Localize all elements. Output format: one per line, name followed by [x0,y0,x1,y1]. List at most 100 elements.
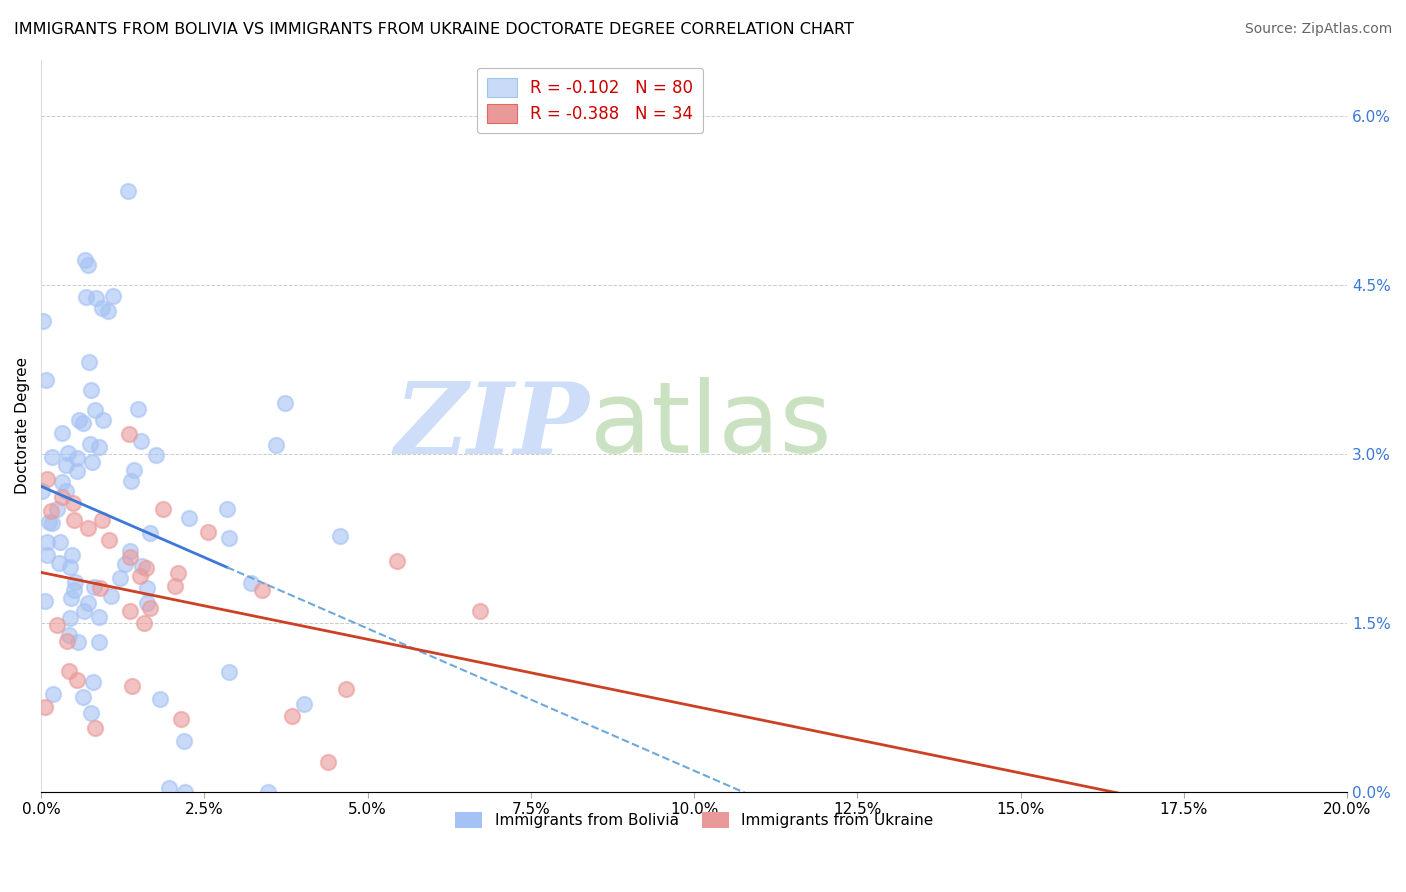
Point [45,502,67,516]
Point [257,785,280,799]
Point [59,591,82,605]
Point [84,403,107,417]
Point [135,561,157,575]
Point [145,448,167,462]
Point [51,425,73,440]
Point [274,395,297,409]
Point [132,615,155,630]
Point [118,605,141,619]
Point [139,526,162,541]
Point [89,610,111,624]
Point [56,446,79,460]
Point [90,301,112,315]
Point [59,560,82,574]
Point [152,501,174,516]
Point [67,412,90,426]
Point [66,464,89,478]
Point [118,426,141,441]
Point [215,502,238,516]
Point [80,455,103,469]
Point [41,450,63,464]
Point [117,184,139,198]
Point [39,504,62,518]
Point [41,516,63,530]
Point [34,700,56,714]
Point [174,785,197,799]
Point [77,355,100,369]
Point [66,673,89,687]
Point [197,525,219,540]
Point [120,474,142,488]
Point [87,635,110,649]
Point [90,513,112,527]
Point [58,628,80,642]
Point [84,721,107,735]
Point [65,575,87,590]
Point [48,556,70,570]
Point [385,554,408,568]
Point [118,549,141,564]
Point [127,402,149,417]
Point [38,516,60,530]
Point [59,611,82,625]
Point [239,576,262,591]
Point [166,566,188,580]
Point [77,258,100,272]
Point [129,434,152,449]
Point [173,734,195,748]
Point [129,569,152,583]
Point [93,413,115,427]
Point [31,484,53,499]
Point [136,581,159,595]
Point [97,303,120,318]
Point [55,458,77,472]
Point [32,313,55,327]
Point [89,582,111,596]
Point [98,533,121,547]
Point [62,496,84,510]
Point [55,483,77,498]
Point [89,440,111,454]
Point [124,463,146,477]
Point [218,531,240,545]
Point [292,698,315,712]
Text: Source: ZipAtlas.com: Source: ZipAtlas.com [1244,22,1392,37]
Point [335,681,357,696]
Point [84,291,107,305]
Point [82,674,104,689]
Point [72,416,94,430]
Point [79,383,101,397]
Point [252,583,274,598]
Point [101,289,124,303]
Point [177,510,200,524]
Point [77,596,100,610]
Point [75,290,97,304]
Point [77,521,100,535]
Point [73,604,96,618]
Point [121,679,143,693]
Legend: Immigrants from Bolivia, Immigrants from Ukraine: Immigrants from Bolivia, Immigrants from… [447,805,941,836]
Point [73,253,96,268]
Point [131,558,153,573]
Point [51,490,73,504]
Point [120,544,142,558]
Point [45,617,67,632]
Point [83,580,105,594]
Point [37,548,59,562]
Point [281,708,304,723]
Point [41,687,63,701]
Point [170,712,193,726]
Point [66,450,89,465]
Point [51,475,73,490]
Point [316,755,339,769]
Point [108,571,131,585]
Text: atlas: atlas [589,377,831,475]
Point [37,472,59,486]
Point [329,529,352,543]
Point [35,535,58,549]
Point [468,604,491,618]
Point [163,579,186,593]
Point [218,665,240,679]
Point [80,706,103,720]
Point [264,438,287,452]
